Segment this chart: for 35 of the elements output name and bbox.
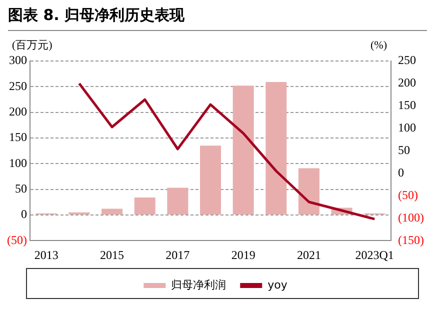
y2-tick-label: (150) <box>398 232 424 247</box>
y2-tick-label: 150 <box>398 98 416 112</box>
y-tick-label: (50) <box>6 232 27 247</box>
legend-label: 归母净利润 <box>171 278 226 292</box>
y2-tick-label: (50) <box>398 188 418 202</box>
y2-tick-label: 250 <box>398 53 416 68</box>
y-tick-label: 0 <box>20 207 27 222</box>
y-tick-label: 200 <box>8 104 27 118</box>
x-tick-label: 2015 <box>100 248 124 262</box>
y2-tick-label: 50 <box>398 142 410 157</box>
y2-axis-title: (%) <box>370 39 388 52</box>
y2-tick-label: 200 <box>398 76 416 90</box>
bar <box>298 168 320 214</box>
y2-tick-label: 0 <box>398 165 404 180</box>
y2-tick-label: 100 <box>398 120 416 135</box>
y-tick-label: 150 <box>8 130 27 144</box>
y-axis-title: (百万元) <box>12 39 53 52</box>
y-tick-label: 300 <box>8 53 27 68</box>
bar <box>102 208 123 214</box>
x-tick-label: 2021 <box>296 248 321 262</box>
x-tick-label: 2023Q1 <box>355 248 394 262</box>
y-tick-label: 100 <box>8 156 27 170</box>
bar <box>266 82 287 214</box>
bar <box>134 197 156 214</box>
bar <box>200 146 222 214</box>
y2-tick-label: (100) <box>398 210 424 224</box>
chart-title: 图表 8. 归母净利历史表现 <box>8 0 427 31</box>
legend-label: yoy <box>268 278 288 292</box>
x-tick-label: 2013 <box>34 248 58 262</box>
y-tick-label: 50 <box>14 181 27 196</box>
x-tick-label: 2019 <box>231 248 256 262</box>
bar <box>232 86 254 214</box>
x-tick-label: 2017 <box>166 248 190 262</box>
y-tick-label: 250 <box>8 78 27 93</box>
bar <box>167 188 188 214</box>
